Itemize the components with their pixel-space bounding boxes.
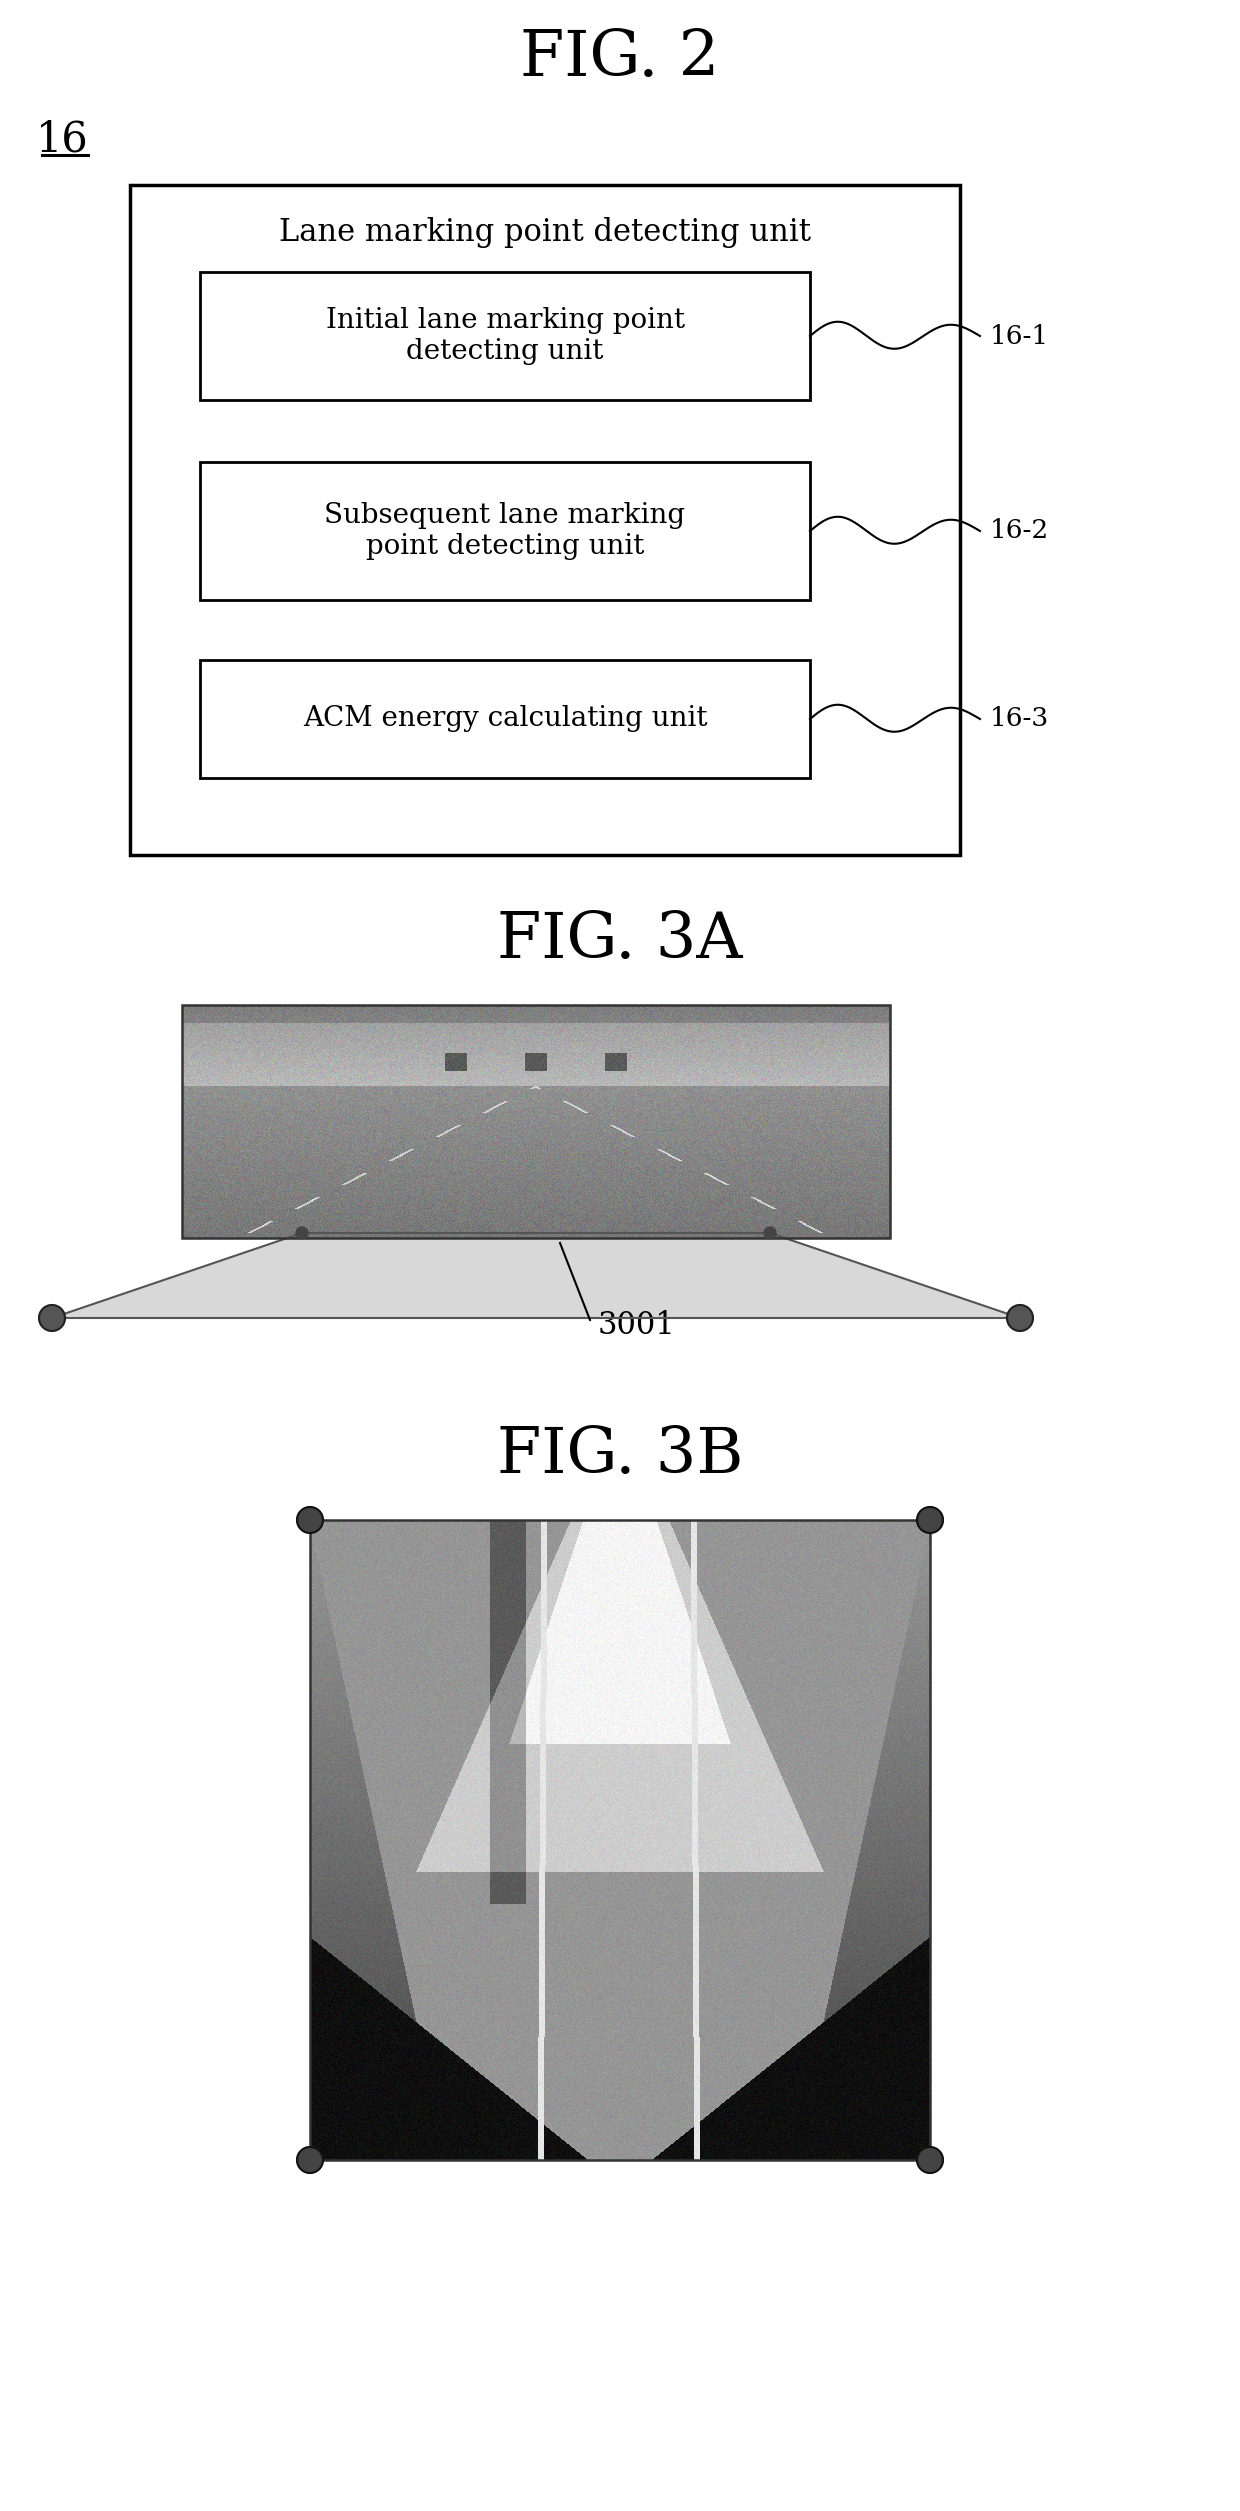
Circle shape: [296, 1228, 308, 1238]
Circle shape: [298, 1507, 322, 1534]
Circle shape: [1007, 1306, 1033, 1331]
Circle shape: [918, 1507, 942, 1534]
Polygon shape: [52, 1233, 1021, 1318]
Text: 16-3: 16-3: [990, 706, 1049, 731]
Bar: [200, 462, 810, 600]
Circle shape: [764, 1228, 776, 1238]
Text: Subsequent lane marking
point detecting unit: Subsequent lane marking point detecting …: [325, 502, 686, 560]
Bar: [200, 660, 810, 778]
Text: FIG. 2: FIG. 2: [521, 28, 719, 88]
Bar: [310, 1519, 930, 2159]
Bar: [130, 186, 960, 856]
Text: 16: 16: [36, 118, 88, 161]
Circle shape: [918, 2147, 942, 2172]
Text: 16-1: 16-1: [990, 324, 1049, 349]
Text: 3001: 3001: [598, 1311, 676, 1341]
Text: Lane marking point detecting unit: Lane marking point detecting unit: [279, 218, 811, 249]
Text: ACM energy calculating unit: ACM energy calculating unit: [303, 706, 707, 733]
Text: Initial lane marking point
detecting unit: Initial lane marking point detecting uni…: [325, 306, 684, 364]
Text: 16-2: 16-2: [990, 517, 1049, 542]
Text: FIG. 3B: FIG. 3B: [497, 1424, 743, 1487]
Text: FIG. 3A: FIG. 3A: [497, 909, 743, 972]
Circle shape: [298, 2147, 322, 2172]
Bar: [182, 1004, 890, 1238]
Circle shape: [38, 1306, 64, 1331]
Bar: [200, 271, 810, 399]
